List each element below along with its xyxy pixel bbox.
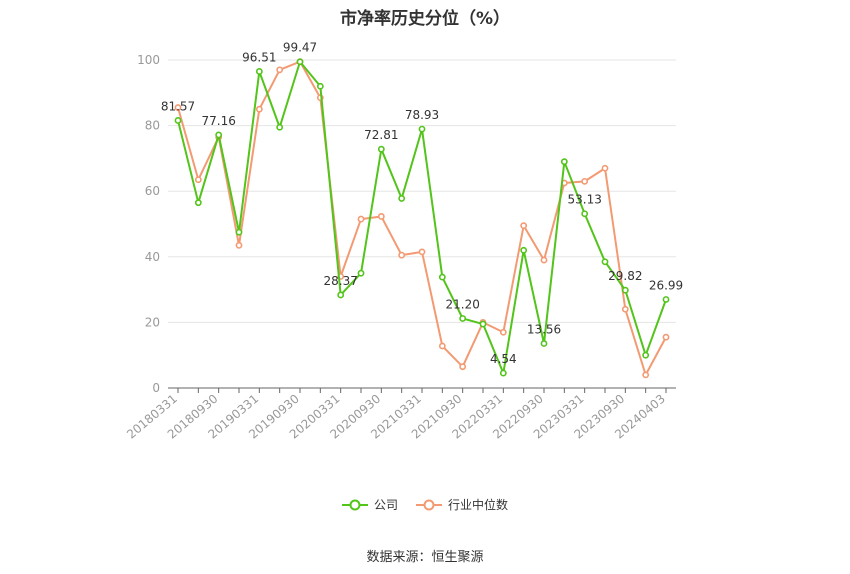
data-point-industry [276, 66, 284, 74]
data-point-industry [540, 256, 548, 264]
data-point-company [418, 125, 426, 133]
legend: 公司 行业中位数 [0, 496, 850, 513]
series [174, 58, 670, 379]
data-point-industry [459, 363, 467, 371]
data-point-company [520, 246, 528, 254]
data-point-industry [520, 222, 528, 230]
data-point-company [601, 258, 609, 266]
data-point-industry [377, 213, 385, 220]
data-point-company [642, 351, 650, 359]
data-point-industry [601, 164, 609, 172]
data-point-company [255, 68, 263, 75]
data-point-company [581, 210, 589, 218]
data-point-company [560, 158, 568, 166]
data-point-company [662, 296, 670, 303]
data-label: 72.81 [364, 128, 398, 142]
data-label: 99.47 [283, 41, 317, 55]
data-point-industry [499, 328, 507, 336]
data-point-company [499, 369, 507, 377]
y-tick-label: 20 [145, 315, 160, 329]
data-point-industry [662, 333, 670, 341]
chart-title: 市净率历史分位（%） [339, 9, 511, 29]
data-point-company [174, 117, 182, 124]
data-point-industry [174, 104, 182, 111]
data-point-company [540, 340, 548, 347]
y-tick-label: 40 [145, 250, 160, 264]
legend-swatch-industry [416, 499, 442, 510]
data-point-industry [642, 371, 650, 379]
data-point-industry [621, 305, 629, 313]
data-point-industry [357, 215, 365, 223]
data-point-company [194, 199, 202, 207]
data-point-company [398, 195, 406, 202]
data-point-industry [255, 105, 263, 113]
data-label: 53.13 [567, 193, 601, 207]
data-point-company [459, 315, 467, 322]
data-point-company [276, 123, 284, 131]
data-label: 28.37 [323, 274, 357, 288]
data-point-company [316, 82, 324, 90]
data-point-industry [418, 248, 426, 256]
data-point-company [235, 228, 243, 236]
data-labels: 81.57 77.16 96.51 99.47 28.37 72.81 78.93 21.20… [161, 41, 683, 366]
legend-item-industry[interactable]: 行业中位数 [416, 496, 508, 513]
data-label: 77.16 [201, 114, 235, 128]
legend-item-company[interactable]: 公司 [341, 496, 398, 513]
data-point-company [479, 320, 487, 328]
data-point-company [215, 131, 223, 139]
grid-lines [168, 59, 676, 323]
data-point-company [337, 291, 345, 299]
data-point-industry [194, 176, 202, 184]
legend-swatch-company [341, 499, 368, 510]
data-point-company [377, 145, 385, 153]
y-tick-label: 0 [152, 381, 160, 395]
data-label: 4.54 [490, 352, 517, 366]
data-point-industry [235, 241, 243, 249]
data-point-company [438, 273, 446, 281]
y-tick-label: 60 [145, 184, 160, 198]
data-point-company [296, 58, 304, 66]
data-label: 21.20 [445, 297, 479, 311]
data-point-industry [581, 177, 589, 185]
data-point-industry [398, 251, 406, 259]
y-tick-label: 100 [137, 53, 160, 67]
axes: 0204060801002018033120180930201903312019… [124, 53, 676, 442]
source-note: 数据来源：恒生聚源 [366, 550, 484, 565]
data-label: 78.93 [405, 108, 439, 122]
data-label: 96.51 [242, 50, 276, 64]
data-label: 29.82 [608, 269, 642, 283]
data-label: 81.57 [161, 99, 195, 113]
legend-label-industry: 行业中位数 [448, 498, 509, 512]
y-tick-label: 80 [145, 119, 160, 133]
legend-label-company: 公司 [373, 498, 398, 512]
data-point-industry [438, 342, 446, 350]
data-label: 26.99 [649, 278, 683, 292]
data-point-company [621, 286, 629, 294]
data-label: 13.56 [527, 323, 561, 337]
data-point-company [357, 269, 365, 277]
